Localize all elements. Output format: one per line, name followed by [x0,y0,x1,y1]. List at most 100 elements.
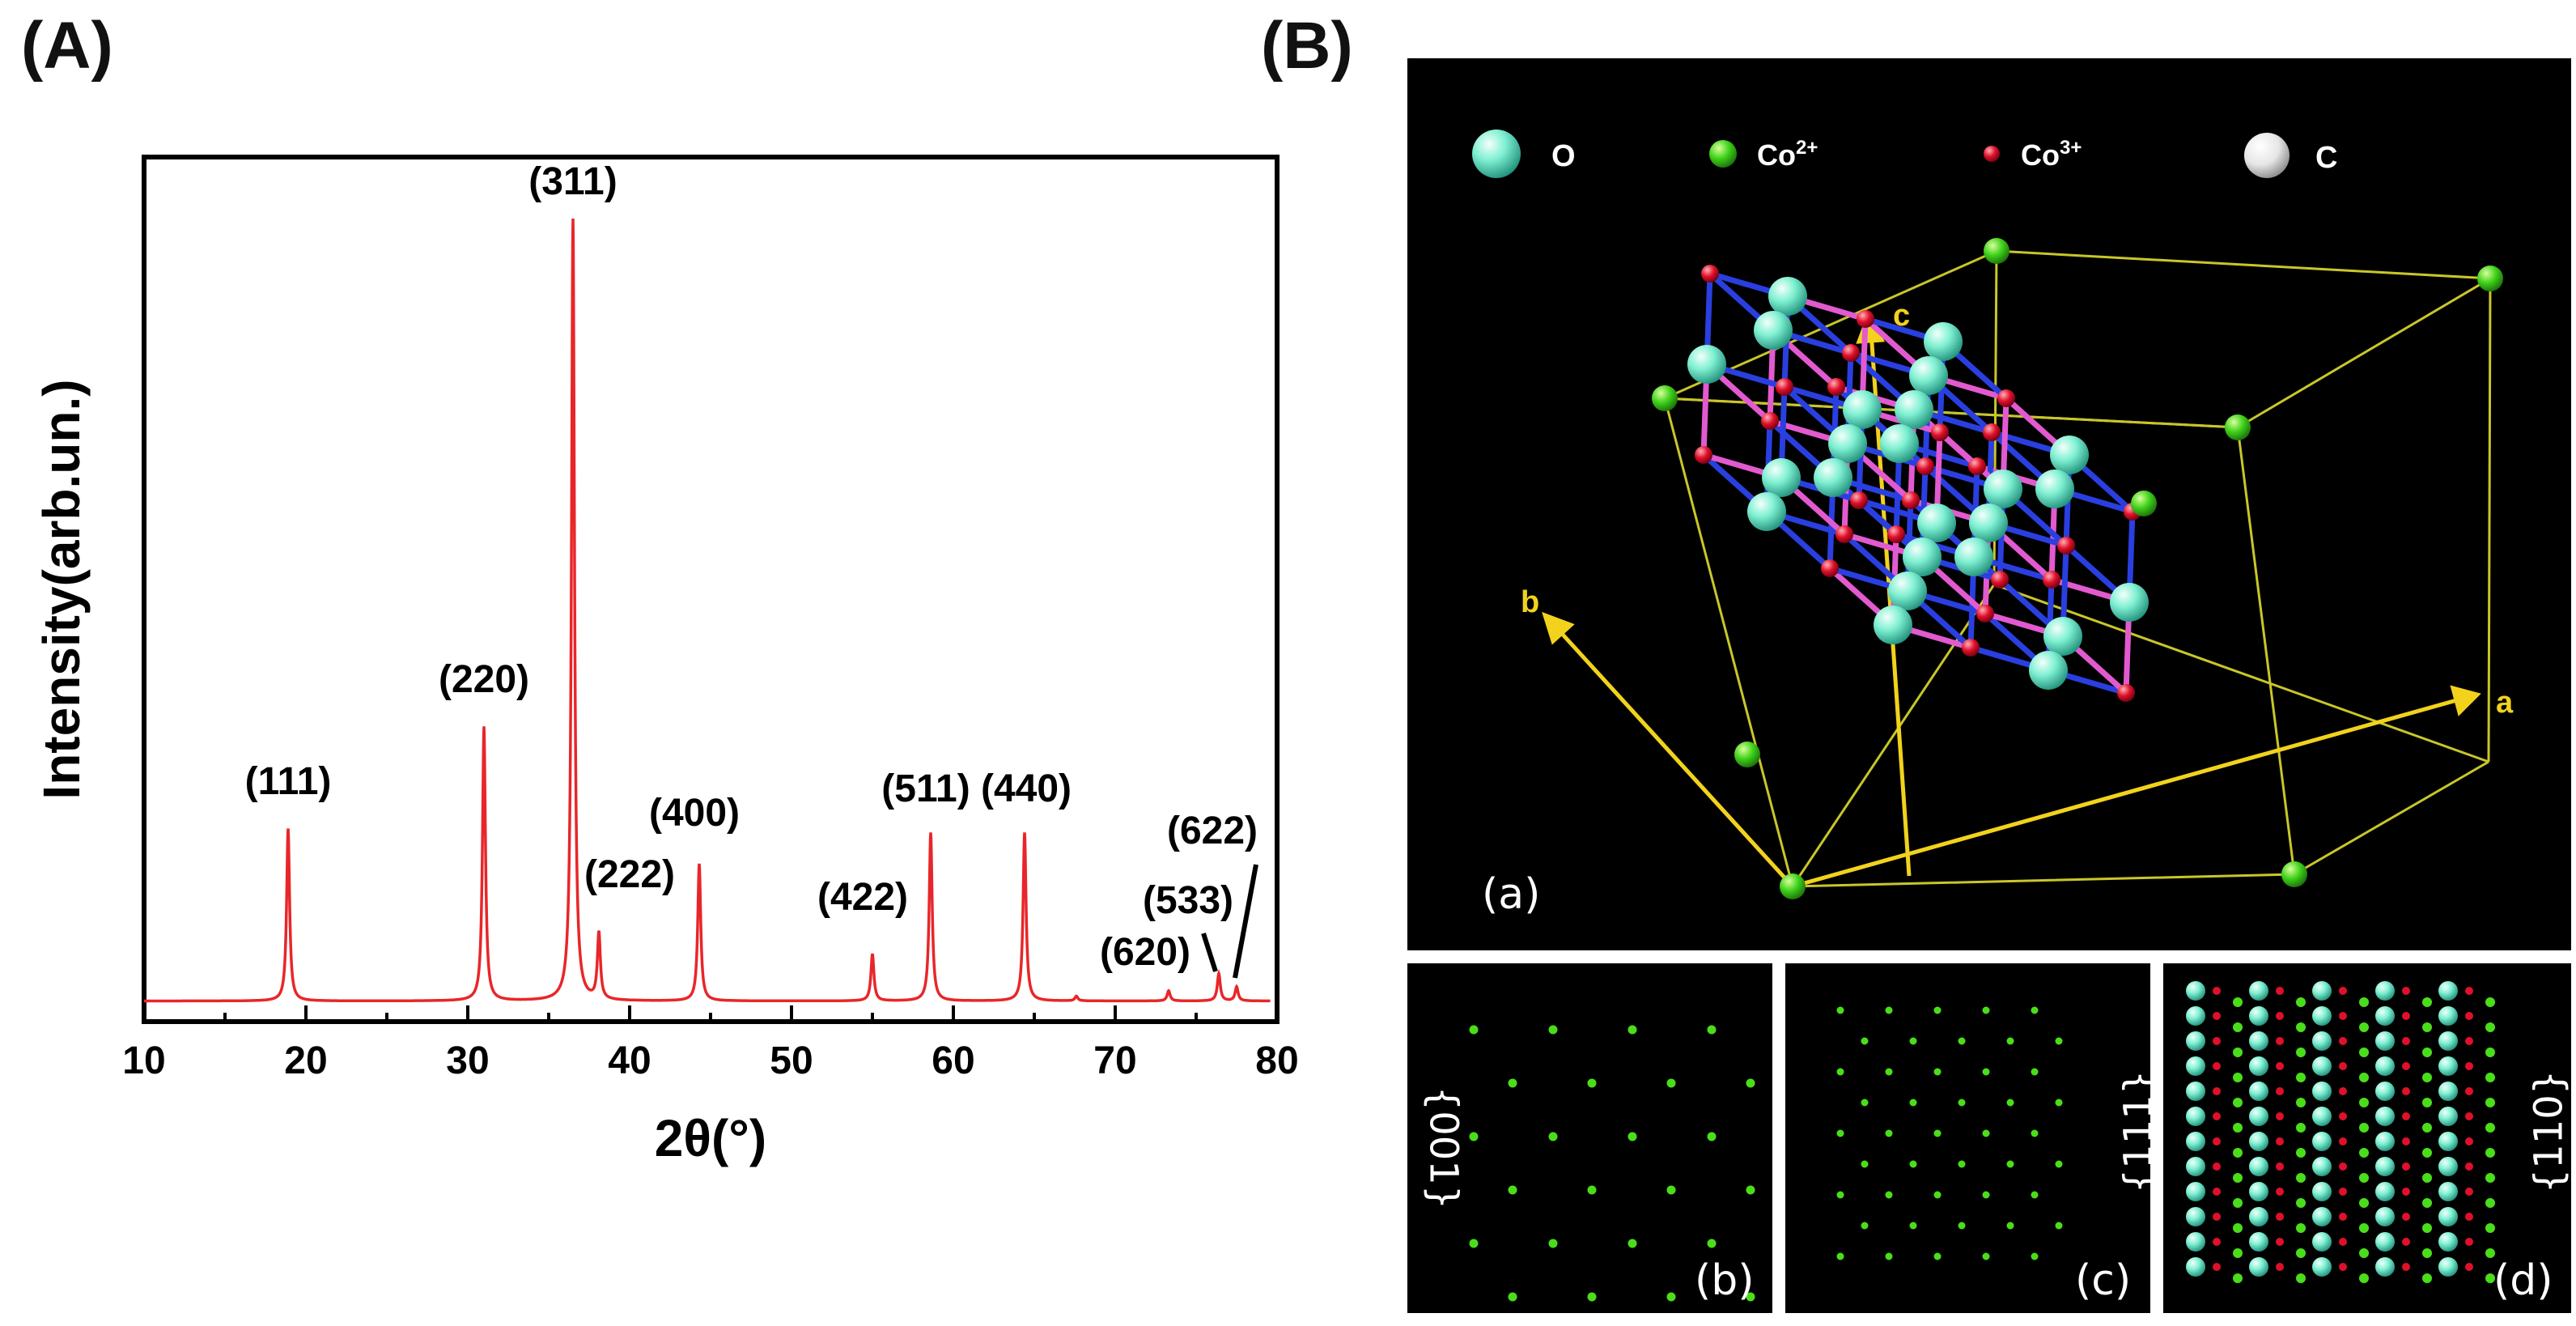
co3-atom [2117,684,2135,702]
co3-atom [1695,446,1712,464]
co3-atom [1991,571,2009,589]
co2-dot [1746,1292,1755,1302]
svg-text:C: C [2315,141,2337,175]
co3-dot [2402,1263,2410,1271]
oxygen-dot [2438,981,2458,1001]
co2-dot [1861,1099,1869,1107]
co2-dot [1548,1239,1558,1248]
co2-atom [1734,742,1760,767]
peak-label: (533) [1143,879,1233,922]
co2-dot [2359,997,2369,1007]
co3-atom [1902,491,1920,509]
co2-dot [1587,1078,1597,1088]
co2-dot [2422,1048,2432,1057]
co3-dot [2465,987,2473,995]
co2-dot [2233,1123,2243,1133]
xrd-series-line [144,218,1271,1003]
co2-dot [1746,1078,1755,1088]
legend-co2-sup: 2+ [1796,137,1818,159]
co2-dot [2233,1148,2243,1158]
peak-label: (511) [881,767,970,810]
plane-111-label: {111} [2116,1069,2162,1194]
co3-dot [2276,1012,2284,1020]
co2-dot [1707,1239,1717,1248]
oxygen-dot [2186,1132,2205,1151]
co3-dot [2402,1188,2410,1196]
x-tick-label: 50 [770,1039,813,1082]
co2-dot [2233,1173,2243,1183]
co2-dot [1885,1129,1893,1137]
legend-co2-swatch [1709,140,1737,168]
co3-dot [2276,1188,2284,1196]
oxygen-dot [2249,1006,2268,1026]
x-tick-label: 40 [608,1039,651,1082]
co2-dot [2233,1273,2243,1283]
oxygen-dot [2186,1182,2205,1201]
legend-o-swatch [1472,130,1521,178]
oxygen-atom [1924,322,1963,361]
co2-dot [1666,1185,1676,1195]
co2-dot [2359,1248,2369,1258]
co2-dot [2055,1037,2063,1045]
oxygen-dot [2375,1107,2395,1126]
legend-co3-swatch [1984,146,2000,162]
oxygen-dot [2375,981,2395,1001]
oxygen-dot [2312,1031,2332,1051]
oxygen-dot [2375,1232,2395,1252]
co2-dot [1548,1132,1558,1141]
co3-atom [1962,639,1980,657]
co2-atom [2131,491,2157,516]
co3-dot [2276,1137,2284,1145]
co3-dot [2339,1087,2347,1095]
co2-dot [1885,1006,1893,1014]
co3-atom [1701,265,1719,283]
co2-dot [1836,1191,1844,1199]
co2-dot [2422,1123,2432,1133]
co2-dot [2422,1073,2432,1082]
co2-dot [2296,1148,2306,1158]
x-axis-label: 2θ(°) [655,1109,766,1167]
co2-dot [2296,1173,2306,1183]
peak-labels: (111) (220) (311) (222) (400) (422) (511) (440)… [245,160,1258,974]
co2-dot [1982,1252,1990,1260]
co3-dot [2339,1238,2347,1246]
svg-text:O: O [1551,139,1576,173]
legend: O Co2+ Co3+ C [1472,130,2337,178]
co2-dot [2233,1022,2243,1032]
co2-dot [2359,1048,2369,1057]
oxygen-dot [2249,1207,2268,1226]
co3-dot [2213,1188,2221,1196]
oxygen-dot [2186,981,2205,1001]
co2-dot [2359,1173,2369,1183]
co3-dot [2276,1112,2284,1120]
oxygen-dot [2249,1182,2268,1201]
oxygen-dot [2375,1132,2395,1151]
co2-dot [1836,1006,1844,1014]
oxygen-atom [2110,583,2149,622]
co2-dot [2031,1006,2039,1014]
oxygen-dot [2249,1107,2268,1126]
co3-dot [2276,1087,2284,1095]
co3-dot [2213,1238,2221,1246]
oxygen-dot [2312,1056,2332,1076]
co2-dot [1628,1239,1637,1248]
co2-dot [2233,1223,2243,1233]
co3-dot [2402,987,2410,995]
axis-c-label: c [1893,299,1910,333]
unit-cell-view: O Co2+ Co3+ C [1407,58,2571,950]
co2-dot [1628,1132,1637,1141]
co2-dot [1982,1006,1990,1014]
co3-dot [2339,1188,2347,1196]
co3-dot [2276,987,2284,995]
co3-dot [2213,1137,2221,1145]
co2-dot [1469,1132,1479,1141]
oxygen-atom [1917,504,1956,542]
co3-dot [2276,1062,2284,1070]
co3-dot [2402,1238,2410,1246]
co2-dot [1861,1222,1869,1230]
co3-dot [2402,1162,2410,1171]
x-tick-label: 70 [1093,1039,1136,1082]
panel-b-label: (B) [1261,9,1353,83]
oxygen-dot [2438,1157,2458,1176]
co2-dot [1508,1185,1517,1195]
